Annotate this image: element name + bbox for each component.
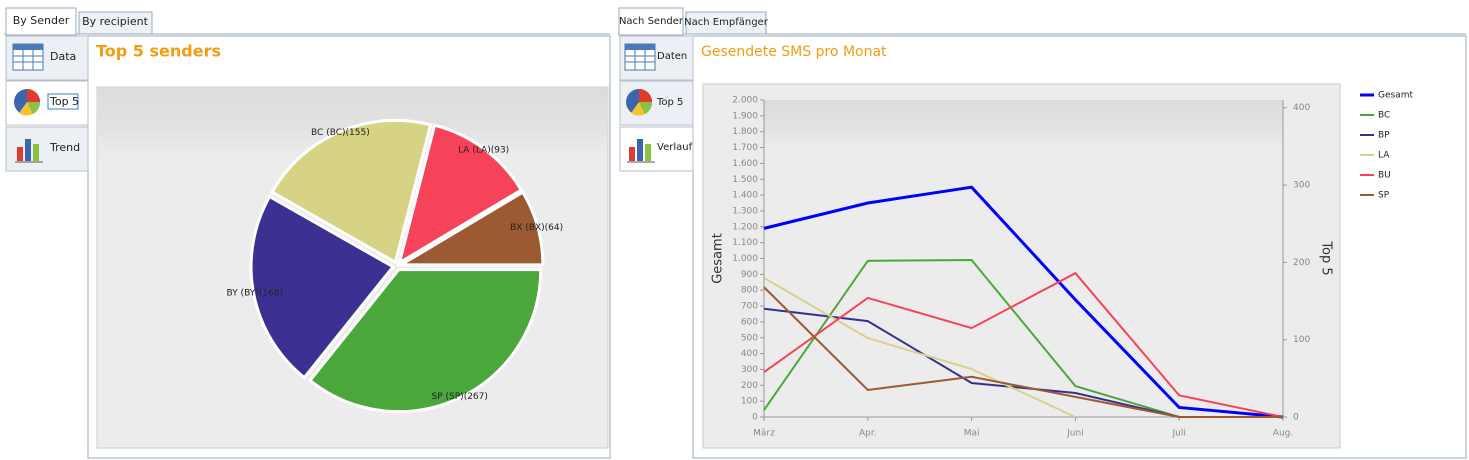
pie-slice	[397, 123, 524, 266]
y-tick-label: 2.000	[732, 96, 758, 106]
legend-label: LA	[1378, 151, 1390, 161]
y-tick-label: 900	[741, 270, 758, 280]
right-panel: Nach Sender Nach Empfänger Daten Top 5 V…	[618, 7, 1467, 459]
side-tab-label[interactable]: Data	[50, 50, 76, 63]
y-tick-label: 1.700	[732, 143, 758, 153]
y-tick-label: 1.900	[732, 111, 758, 121]
y-axis-label: Gesamt	[711, 233, 726, 284]
x-tick-label: Apr.	[859, 429, 877, 439]
slice-label: BC (BC)(155)	[311, 128, 370, 138]
focus-box	[47, 93, 79, 110]
y-tick-label: 1.500	[732, 175, 758, 185]
y-tick-label: 500	[741, 333, 758, 343]
series-line	[763, 185, 1284, 419]
tab-active[interactable]	[618, 7, 684, 36]
series-line	[763, 286, 1283, 418]
tab-label[interactable]: By Sender	[13, 14, 70, 27]
x-tick-label: Juli	[1172, 429, 1186, 439]
pie: SP (SP)(267) BY (BY)(168) BC (BC)(155) LA (…	[227, 118, 563, 414]
side-tab-label[interactable]: Top 5	[656, 97, 683, 108]
slice-label: LA (LA)(93)	[458, 145, 509, 155]
y-tick-label: 700	[741, 302, 758, 312]
pie-slice	[269, 118, 433, 265]
x-tick-label: März	[753, 429, 775, 439]
side-tab-label[interactable]: Verlauf	[657, 142, 693, 153]
y-tick-label: 1.300	[732, 206, 758, 216]
x-tick-label: Juni	[1066, 429, 1084, 439]
slice-label: BY (BY)(168)	[227, 289, 283, 299]
y-tick-label: 1.800	[732, 127, 758, 137]
side-tab[interactable]	[5, 126, 89, 172]
legend-label: SP	[1378, 191, 1390, 201]
side-tab-label[interactable]: Daten	[657, 51, 687, 62]
y-tick-label: 400	[741, 349, 758, 359]
icon	[12, 43, 44, 71]
series-line	[763, 276, 1076, 418]
legend-label: BP	[1378, 131, 1390, 141]
pie-slice	[395, 190, 545, 267]
tab-label[interactable]: Nach Sender	[619, 16, 684, 27]
slice-label: BX (BX)(64)	[510, 223, 563, 233]
chart-title: Top 5 senders	[96, 42, 221, 61]
chart-title: Gesendete SMS pro Monat	[701, 44, 887, 60]
slice-label: SP (SP)(267)	[432, 392, 488, 402]
icon	[624, 43, 656, 71]
pie-slice	[249, 194, 396, 380]
legend-label: BC	[1378, 111, 1390, 121]
y-tick-label: 1.000	[732, 254, 758, 264]
y2-tick-label: 200	[1293, 258, 1310, 268]
legend-label: BU	[1378, 171, 1391, 181]
pie-slice	[307, 268, 543, 414]
tab-label[interactable]: By recipient	[82, 15, 148, 28]
y2-tick-label: 100	[1293, 335, 1310, 345]
tab-active[interactable]	[5, 7, 77, 36]
left-panel: By Sender By recipient Data Top 5 Trend …	[4, 7, 611, 459]
y-tick-label: 200	[741, 381, 758, 391]
y-tick-label: 300	[741, 365, 758, 375]
tab[interactable]	[78, 11, 153, 35]
y-tick-label: 1.600	[732, 159, 758, 169]
y2-tick-label: 300	[1293, 181, 1310, 191]
y-tick-label: 800	[741, 286, 758, 296]
side-tab-label[interactable]: Top 5	[49, 95, 79, 108]
y-tick-label: 0	[752, 413, 758, 423]
y-tick-label: 100	[741, 397, 758, 407]
y-tick-label: 600	[741, 317, 758, 327]
y2-axis-label: Top 5	[1319, 240, 1334, 275]
legend-label: Gesamt	[1378, 91, 1413, 101]
chart-band	[764, 100, 1283, 148]
y-tick-label: 1.100	[732, 238, 758, 248]
side-tab-label[interactable]: Trend	[49, 141, 80, 154]
y2-tick-label: 0	[1293, 413, 1299, 423]
y-tick-label: 1.400	[732, 191, 758, 201]
x-tick-label: Aug.	[1273, 429, 1293, 439]
y2-tick-label: 400	[1293, 103, 1310, 113]
series-line	[763, 271, 1284, 418]
tab-label[interactable]: Nach Empfänger	[684, 17, 769, 28]
y-tick-label: 1.200	[732, 222, 758, 232]
x-tick-label: Mai	[964, 429, 980, 439]
tab[interactable]	[685, 11, 767, 35]
line-chart: 0 100 200 300 400 500 600 700 800 900 1.000 1.100 1.…	[711, 91, 1414, 439]
